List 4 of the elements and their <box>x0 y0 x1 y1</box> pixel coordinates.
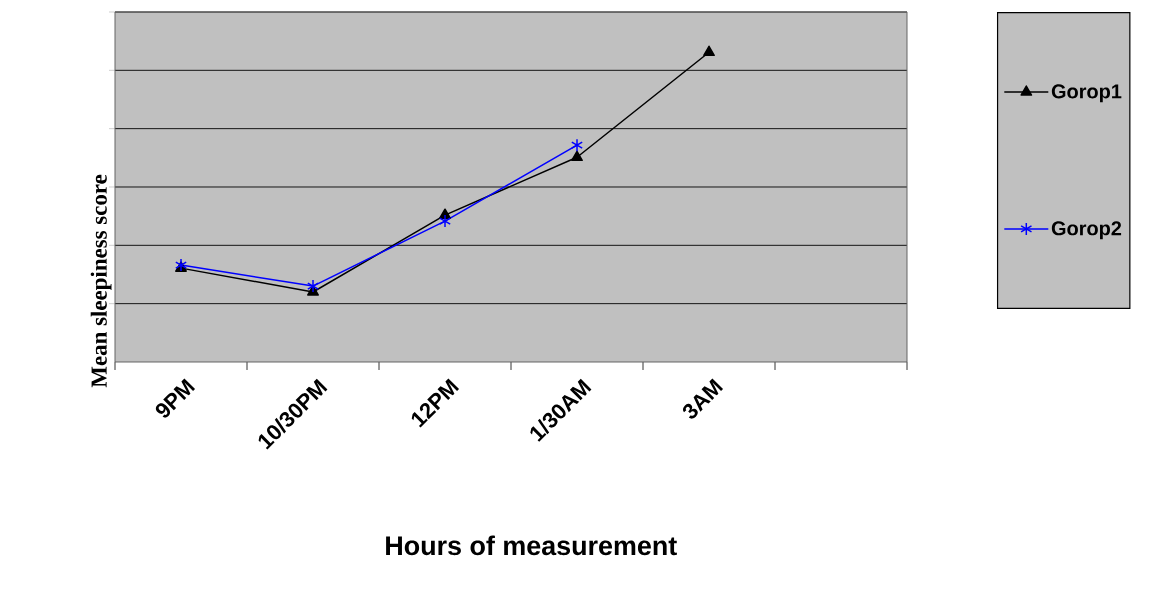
x-axis-title: Hours of measurement <box>386 535 677 556</box>
legend-label: Gorop2 <box>1051 221 1122 240</box>
legend-label: Gorop1 <box>1051 84 1122 103</box>
y-axis-title: Mean sleepiness score <box>90 174 112 388</box>
